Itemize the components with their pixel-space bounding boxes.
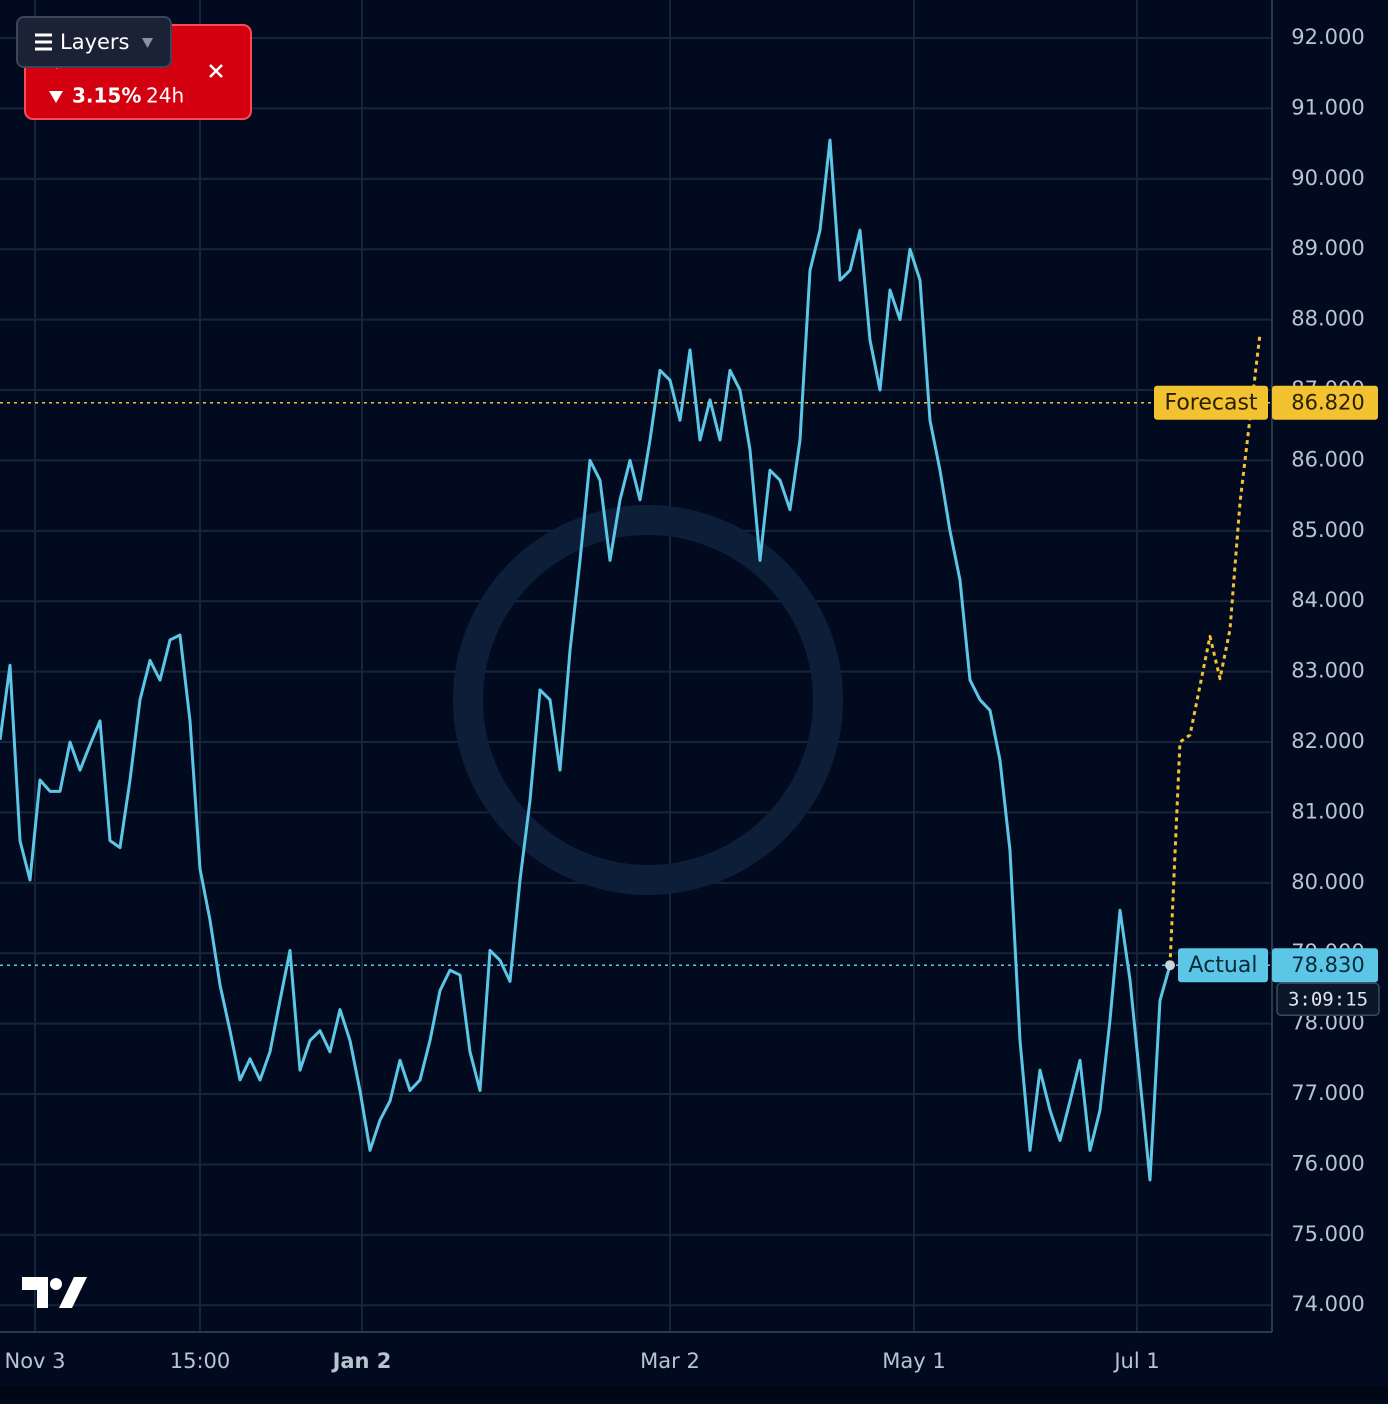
watermark bbox=[453, 505, 843, 895]
price-value-box bbox=[1272, 948, 1378, 983]
y-tick-label: 75.000 bbox=[1291, 1222, 1364, 1246]
menu-icon bbox=[35, 33, 52, 51]
layers-button-bg bbox=[16, 16, 172, 68]
y-tick-label: 84.000 bbox=[1291, 588, 1364, 612]
logo-shape bbox=[22, 1277, 48, 1308]
y-tick-label: 88.000 bbox=[1291, 307, 1364, 331]
y-tick-label: 76.000 bbox=[1291, 1151, 1364, 1175]
close-icon[interactable] bbox=[209, 64, 223, 78]
x-tick-label: Mar 2 bbox=[640, 1349, 700, 1373]
x-tick-label: May 1 bbox=[882, 1349, 945, 1373]
y-tick-label: 81.000 bbox=[1291, 799, 1364, 823]
y-tick-label: 77.000 bbox=[1291, 1081, 1364, 1105]
x-tick-label: 15:00 bbox=[170, 1349, 231, 1373]
series-line bbox=[1168, 333, 1262, 966]
y-tick-label: 80.000 bbox=[1291, 870, 1364, 894]
y-tick-label: 85.000 bbox=[1291, 518, 1364, 542]
x-tick-label: Nov 3 bbox=[4, 1349, 65, 1373]
price-value-box bbox=[1272, 385, 1378, 420]
bottom-strip bbox=[0, 1386, 1388, 1400]
price-label: Forecast bbox=[1164, 391, 1257, 416]
layers-label: Layers bbox=[60, 30, 130, 54]
logo-shape bbox=[50, 1278, 62, 1290]
down-arrow bbox=[49, 91, 63, 103]
x-tick-label: Jul 1 bbox=[1112, 1349, 1159, 1373]
y-tick-label: 89.000 bbox=[1291, 236, 1364, 260]
logo bbox=[22, 1277, 87, 1308]
y-tick-label: 74.000 bbox=[1291, 1292, 1364, 1316]
y-tick-label: 90.000 bbox=[1291, 166, 1364, 190]
price-label-box bbox=[1178, 948, 1268, 983]
last-point bbox=[1165, 960, 1175, 971]
price-label-box bbox=[1154, 385, 1268, 420]
x-tick-label: Jan 2 bbox=[331, 1349, 392, 1373]
countdown-box bbox=[1276, 982, 1380, 1016]
y-tick-label: 86.000 bbox=[1291, 447, 1364, 471]
y-tick-label: 91.000 bbox=[1291, 95, 1364, 119]
price-value: 78.830 bbox=[1291, 953, 1364, 977]
countdown: 3:09:15 bbox=[1288, 989, 1368, 1011]
ticker-period: 24h bbox=[146, 84, 184, 108]
price-label: Actual bbox=[1189, 953, 1258, 978]
y-tick-label: 82.000 bbox=[1291, 729, 1364, 753]
layers-button[interactable]: Layers bbox=[16, 16, 172, 68]
ticker-change: 3.15% bbox=[72, 84, 141, 108]
y-tick-label: 83.000 bbox=[1291, 659, 1364, 683]
price-value: 86.820 bbox=[1291, 391, 1364, 415]
logo-shape bbox=[59, 1277, 87, 1308]
y-tick-label: 92.000 bbox=[1291, 25, 1364, 49]
series-line bbox=[0, 138, 1172, 1182]
caret bbox=[142, 38, 153, 48]
